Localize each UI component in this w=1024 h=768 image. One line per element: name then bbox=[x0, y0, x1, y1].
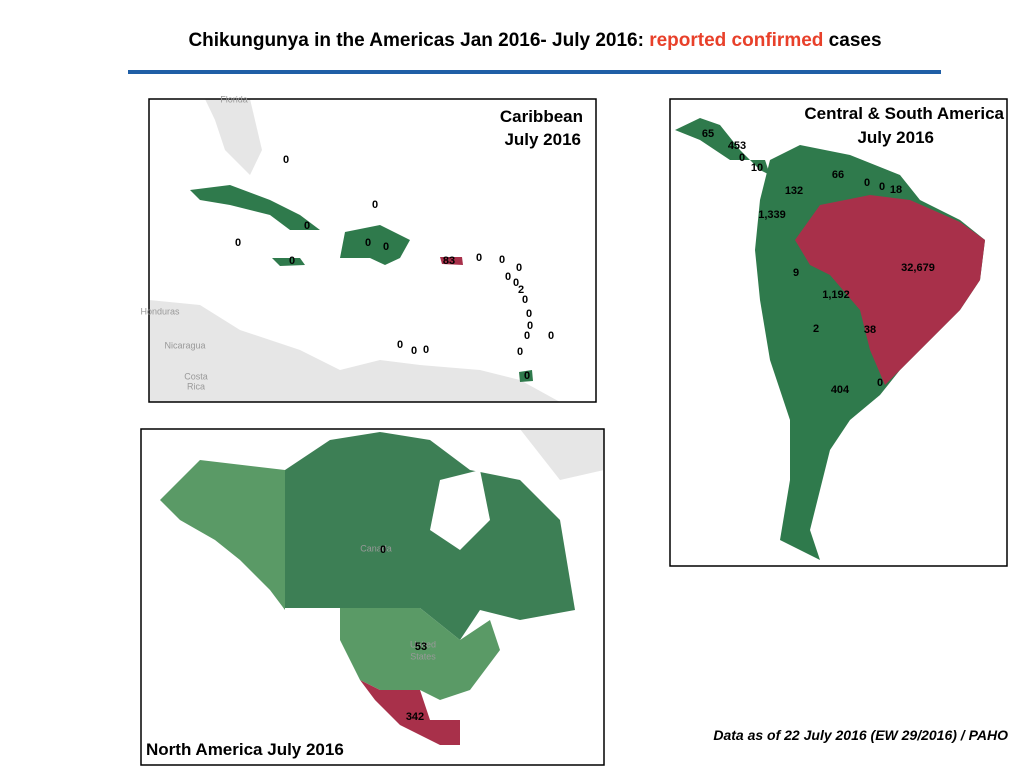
case-count: 0 bbox=[517, 346, 523, 358]
case-count: 0 bbox=[548, 330, 554, 342]
case-count: 453 bbox=[728, 140, 746, 152]
panel-frame bbox=[669, 98, 1008, 567]
place-name: States bbox=[410, 651, 436, 661]
footer-note: Data as of 22 July 2016 (EW 29/2016) / P… bbox=[713, 727, 1008, 743]
case-count: 0 bbox=[289, 255, 295, 267]
place-name: Honduras bbox=[140, 306, 180, 316]
case-count: 132 bbox=[785, 185, 803, 197]
case-count: 10 bbox=[751, 162, 763, 174]
panel-title: Central & South America bbox=[804, 104, 1004, 123]
place-name: United bbox=[410, 639, 436, 649]
case-count: 0 bbox=[877, 377, 883, 389]
panel-title: July 2016 bbox=[857, 128, 934, 147]
place-name: Nicaragua bbox=[164, 340, 205, 350]
panel-title: Caribbean bbox=[500, 107, 583, 126]
south-america-map bbox=[670, 99, 1007, 566]
case-count: 0 bbox=[516, 262, 522, 274]
case-count: 66 bbox=[832, 169, 844, 181]
title-highlight: reported confirmed bbox=[649, 30, 823, 51]
case-count: 53 bbox=[415, 641, 427, 653]
case-count: 342 bbox=[406, 711, 424, 723]
case-count: 32,679 bbox=[901, 262, 935, 274]
panel-title: North America July 2016 bbox=[146, 740, 344, 759]
case-count: 0 bbox=[365, 237, 371, 249]
case-count: 0 bbox=[527, 320, 533, 332]
case-count: 0 bbox=[235, 237, 241, 249]
case-count: 2 bbox=[813, 323, 819, 335]
case-count: 0 bbox=[304, 220, 310, 232]
panel-frame bbox=[148, 98, 597, 403]
case-count: 0 bbox=[524, 370, 530, 382]
panel-title: July 2016 bbox=[504, 130, 581, 149]
case-count: 38 bbox=[864, 324, 876, 336]
case-count: 0 bbox=[524, 330, 530, 342]
case-count: 0 bbox=[423, 344, 429, 356]
case-count: 18 bbox=[890, 184, 902, 196]
place-name: Canada bbox=[360, 543, 392, 553]
case-count: 0 bbox=[476, 252, 482, 264]
case-count: 0 bbox=[739, 152, 745, 164]
case-count: 1,339 bbox=[758, 209, 786, 221]
case-count: 0 bbox=[499, 254, 505, 266]
case-count: 0 bbox=[283, 154, 289, 166]
panel-frame bbox=[140, 428, 605, 766]
case-count: 0 bbox=[879, 181, 885, 193]
case-count: 0 bbox=[380, 544, 386, 556]
north-america-map bbox=[141, 429, 604, 765]
case-count: 404 bbox=[831, 384, 850, 396]
case-count: 65 bbox=[702, 128, 714, 140]
case-count: 0 bbox=[526, 308, 532, 320]
case-count: 0 bbox=[383, 241, 389, 253]
place-name: Rica bbox=[187, 381, 205, 391]
case-count: 0 bbox=[372, 199, 378, 211]
caribbean-map bbox=[149, 99, 596, 402]
case-count: 83 bbox=[443, 255, 455, 267]
place-name: Costa bbox=[184, 371, 208, 381]
case-count: 0 bbox=[411, 345, 417, 357]
slide-title: Chikungunya in the Americas Jan 2016- Ju… bbox=[188, 30, 881, 51]
title-part: cases bbox=[823, 30, 881, 51]
case-count: 1,192 bbox=[822, 289, 850, 301]
case-count: 0 bbox=[522, 294, 528, 306]
case-count: 0 bbox=[864, 177, 870, 189]
case-count: 2 bbox=[518, 284, 524, 296]
case-count: 0 bbox=[513, 277, 519, 289]
case-count: 0 bbox=[505, 271, 511, 283]
title-part: Chikungunya in the Americas Jan 2016- Ju… bbox=[188, 30, 649, 51]
case-count: 0 bbox=[397, 339, 403, 351]
case-count: 9 bbox=[793, 267, 799, 279]
place-name: Florida bbox=[220, 94, 248, 104]
